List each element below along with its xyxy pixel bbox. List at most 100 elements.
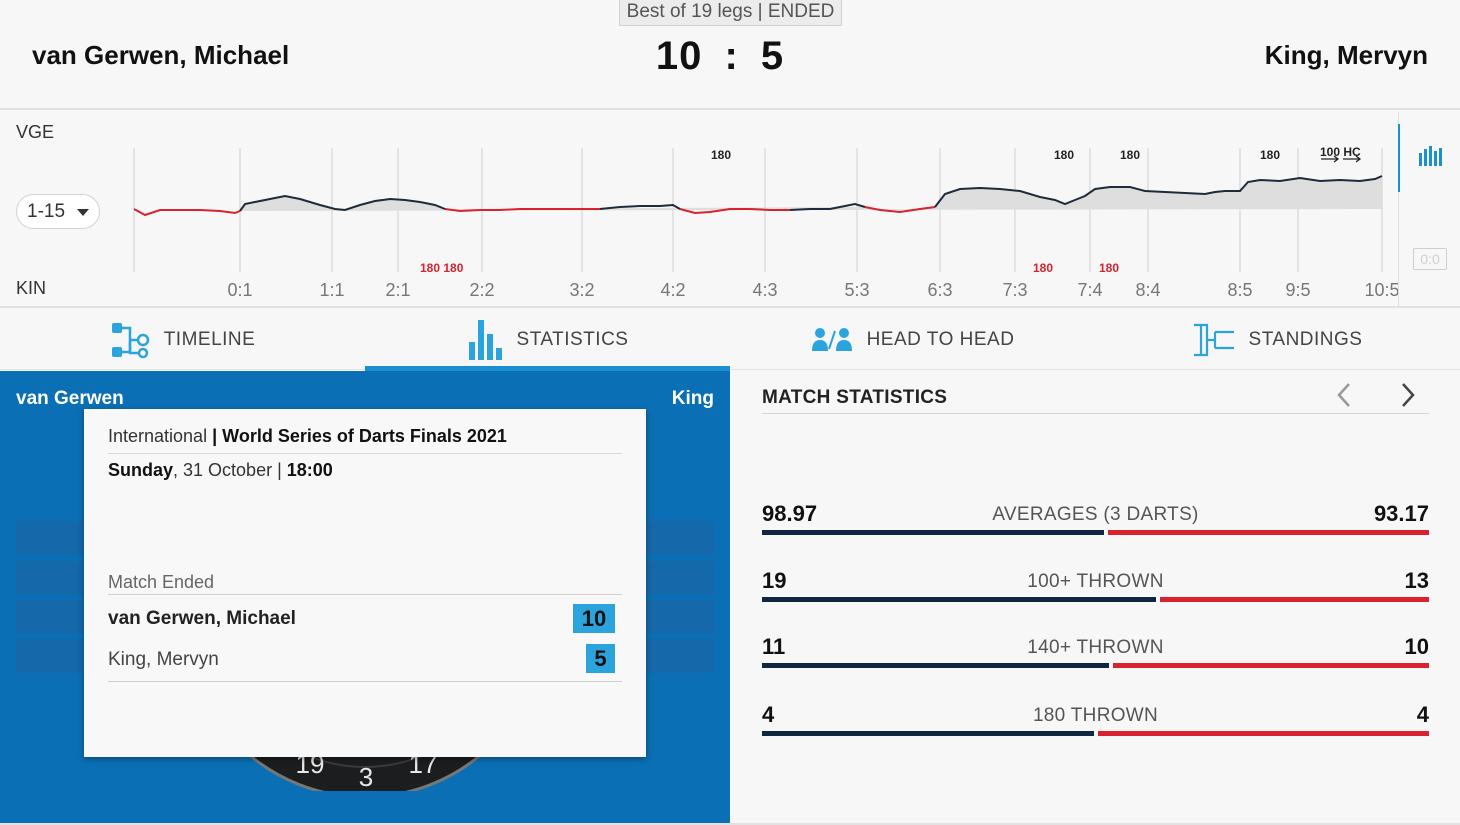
away-player-name[interactable]: King, Mervyn [1264,40,1428,70]
leg-range-value: 1-15 [27,201,66,222]
tab-head-to-head-label: HEAD TO HEAD [866,329,1015,350]
stat-away-value: 10 [1404,634,1429,659]
leg-score-tick: 1:1 [319,280,344,300]
stat-away-value: 4 [1416,702,1429,727]
home-180-markers: 180 180 180 180 100 HC [711,145,1362,163]
tournament-name[interactable]: World Series of Darts Finals 2021 [222,426,507,446]
match-time: 18:00 [286,460,333,480]
stat-label: 100+ THROWN [1027,571,1164,592]
divider [762,413,1429,414]
momentum-line-away-3 [679,208,790,215]
leg-score-tick: 2:2 [469,280,494,300]
away-marker-1: 180 180 [420,261,464,275]
leg-score-tick: 5:3 [844,280,869,300]
tab-head-to-head[interactable]: HEAD TO HEAD [730,310,1095,370]
chevron-left-icon[interactable] [1333,381,1357,409]
stat-home-bar [762,663,1109,668]
away-score: 5 [760,34,785,78]
stat-home-value: 4 [762,702,775,727]
leg-score-ticks: 0:1 1:1 2:1 2:2 3:2 4:2 4:3 5:3 6:3 7:3 7:4 8:4 8:5 9… [227,280,1398,300]
home-marker-5: 100 HC [1320,145,1361,159]
match-score: 10 : 5 [620,34,820,79]
stat-home-value: 11 [762,634,786,659]
main-tabs: TIMELINE STATISTICS HEAD TO HEAD [0,310,1460,371]
away-player-code: KIN [16,278,47,298]
leg-score-tick: 3:2 [569,280,594,300]
stat-home-value: 98.97 [762,501,818,526]
stat-label: 140+ THROWN [1027,637,1164,658]
divider [108,453,622,454]
stat-label: 180 THROWN [1032,705,1159,726]
home-area [240,176,1382,211]
leg-range-select[interactable]: 1-15 [16,194,100,229]
leg-score-tick: 7:4 [1077,280,1102,300]
stat-away-bar [1113,663,1429,668]
stat-home-value: 19 [762,568,787,593]
momentum-line-home [239,194,446,212]
home-player-code: VGE [16,122,55,142]
bottom-border [0,823,1460,825]
card-home-score: 10 [573,604,615,633]
leg-score-tick: 0:1 [227,280,252,300]
tab-standings[interactable]: STANDINGS [1095,310,1460,370]
leg-score-tick: 4:2 [660,280,685,300]
board-number-3: 3 [359,762,373,791]
leg-momentum-chart: 180 180 180 180 100 HC 180 180 180 180 0… [0,112,1460,308]
bar-chart-icon[interactable] [1419,146,1443,166]
leg-score-tick: 10:5 [1364,280,1398,300]
checkout-arrows-icon [1321,155,1362,163]
away-marker-3: 180 [1099,261,1119,275]
momentum-line-away-4 [864,206,936,214]
tab-timeline[interactable]: TIMELINE [0,310,365,370]
home-marker-3: 180 [1120,148,1140,162]
stat-home-bar [762,597,1156,602]
momentum-svg: 180 180 180 180 100 HC 180 180 180 180 0… [133,145,1398,300]
leg-score-tick: 8:5 [1227,280,1252,300]
stat-row: 98.97 AVERAGES (3 DARTS) 93.17 [762,501,1429,545]
momentum-line-home-3 [789,202,866,211]
home-marker-2: 180 [1054,148,1074,162]
card-away-name[interactable]: King, Mervyn [108,649,219,670]
stat-row: 11 140+ THROWN 10 [762,634,1429,678]
tab-statistics-label: STATISTICS [516,329,629,350]
active-view-indicator [1398,124,1400,192]
leg-score-tick: 2:1 [385,280,410,300]
standings-icon [1193,323,1234,357]
momentum-line-home-2 [599,203,681,210]
divider [108,594,622,595]
stat-away-value: 13 [1404,568,1429,593]
home-player-name[interactable]: van Gerwen, Michael [32,40,290,70]
stat-label: AVERAGES (3 DARTS) [992,504,1199,525]
card-away-score: 5 [586,644,615,673]
stat-home-bar [762,731,1094,736]
match-status: Match Ended [108,572,215,592]
match-info-card: International | World Series of Darts Fi… [84,409,646,757]
timeline-icon [111,323,149,359]
home-score: 10 [655,34,703,78]
match-date: , 31 October | [173,460,282,480]
chart-view-controls: 0:0 [1398,112,1460,308]
stat-away-value: 93.17 [1373,501,1429,526]
statistics-icon [468,320,502,360]
card-home-name[interactable]: van Gerwen, Michael [108,608,296,629]
momentum-line-away [133,208,241,217]
momentum-line-away-2 [444,208,600,213]
tab-timeline-label: TIMELINE [163,329,256,350]
reset-score-button[interactable]: 0:0 [1413,248,1447,270]
momentum-line-home-4 [934,175,1383,208]
match-header: Best of 19 legs | ENDED van Gerwen, Mich… [0,0,1460,110]
leg-score-tick: 8:4 [1135,280,1160,300]
away-marker-2: 180 [1033,261,1053,275]
tab-standings-label: STANDINGS [1248,329,1363,350]
leg-score-tick: 4:3 [752,280,777,300]
score-separator: : [724,34,739,78]
tournament-category: International [108,426,208,446]
away-180-markers: 180 180 180 180 [420,261,1119,275]
tab-statistics[interactable]: STATISTICS [365,310,730,371]
board-away-name: King [671,388,714,409]
tournament-line: International | World Series of Darts Fi… [108,426,507,447]
stat-away-bar [1108,530,1429,535]
chevron-right-icon[interactable] [1395,381,1419,409]
match-statistics-panel: MATCH STATISTICS 98.97 AVERAGES (3 DARTS)… [731,371,1460,825]
stats-title: MATCH STATISTICS [762,387,948,408]
